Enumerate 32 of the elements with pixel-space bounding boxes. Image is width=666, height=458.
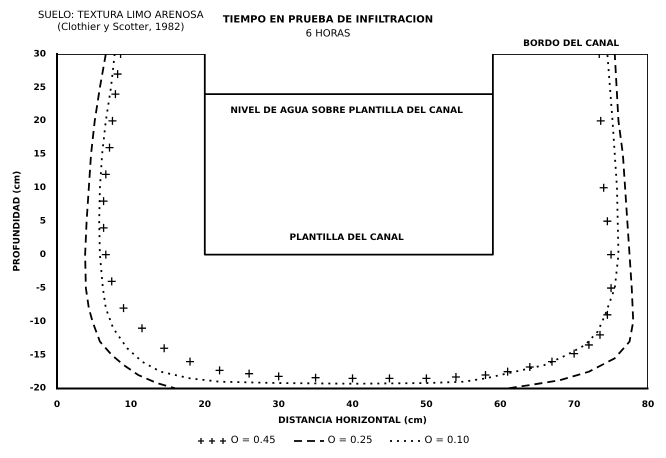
x-tick-label: 40	[346, 400, 359, 410]
x-tick-label: 30	[272, 400, 285, 410]
x-axis-title: DISTANCIA HORIZONTAL (cm)	[278, 416, 427, 426]
chart-title: TIEMPO EN PRUEBA DE INFILTRACION	[222, 14, 434, 26]
x-tick-label: 20	[198, 400, 212, 410]
annotation: NIVEL DE AGUA SOBRE PLANTILLA DEL CANAL	[230, 106, 463, 117]
text: (Clothier y Scotter, 1982)	[56, 22, 186, 34]
x-tick-label: 80	[642, 400, 654, 410]
y-tick-label: -20	[30, 384, 46, 394]
legend-label: O = 0.25	[328, 435, 372, 446]
x-tick-label: 70	[568, 400, 580, 410]
y-tick-label: 0	[40, 250, 46, 260]
x-tick-label: 50	[420, 400, 433, 410]
y-tick-label: -15	[30, 350, 46, 360]
x-tick-label: 10	[124, 400, 138, 410]
y-axis-title: PROFUNDIDAD (cm)	[12, 170, 23, 272]
y-tick-label: 5	[40, 216, 46, 227]
y-tick-label: -5	[36, 283, 46, 294]
y-tick-label: -10	[30, 316, 46, 327]
legend-label: O = 0.45	[230, 435, 276, 446]
text: SUELO: TEXTURA LIMO ARENOSA	[38, 10, 204, 22]
y-tick-label: 10	[34, 183, 46, 194]
legend-label: O = 0.10	[424, 435, 470, 446]
x-tick-label: 0	[54, 400, 60, 410]
chart-subtitle: 6 HORAS	[306, 28, 350, 40]
y-tick-label: 25	[34, 82, 46, 93]
y-tick-label: 20	[34, 116, 46, 126]
annotation: PLANTILLA DEL CANAL	[290, 232, 404, 244]
x-tick-label: 60	[494, 400, 507, 410]
y-tick-label: 30	[34, 49, 46, 60]
y-tick-label: 15	[34, 150, 46, 160]
text: BORDO DEL CANAL	[523, 39, 620, 50]
